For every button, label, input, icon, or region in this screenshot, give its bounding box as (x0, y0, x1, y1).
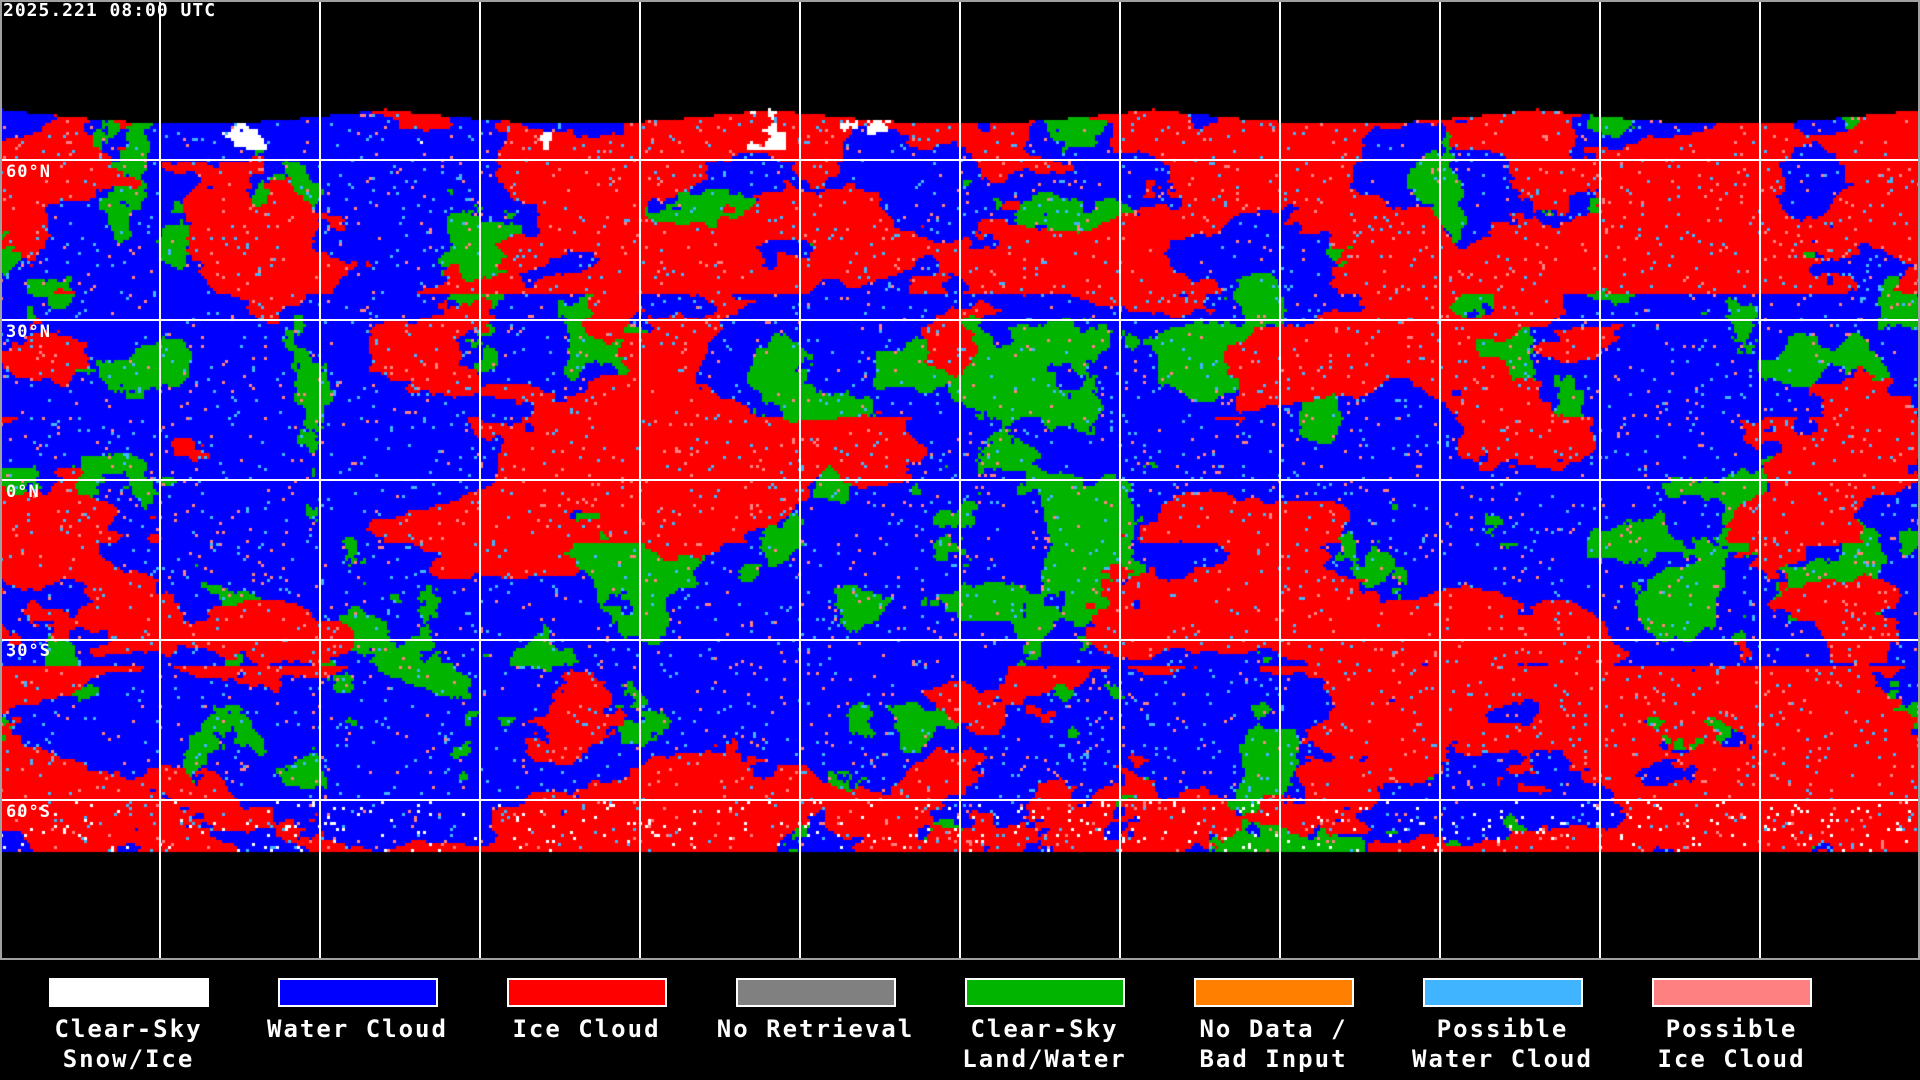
legend-label: Land/Water (962, 1045, 1127, 1073)
legend-swatch (277, 978, 438, 1007)
legend-label: Ice Cloud (512, 1015, 661, 1043)
legend-label: Possible (1665, 1015, 1798, 1043)
legend-label: Possible (1436, 1015, 1569, 1043)
legend-label: Bad Input (1199, 1045, 1348, 1073)
legend-item-ice-cloud: Ice Cloud (472, 978, 701, 1044)
legend-label: No Data / (1199, 1015, 1348, 1043)
map-frame-right (1918, 0, 1920, 960)
legend: Clear-Sky Snow/Ice Water Cloud Ice Cloud… (0, 960, 1920, 1080)
legend-item-possible-ice-cloud: Possible Ice Cloud (1617, 978, 1846, 1074)
legend-swatch (1651, 978, 1812, 1007)
latitude-gridline (0, 319, 1920, 321)
legend-swatch (1193, 978, 1354, 1007)
legend-swatch (506, 978, 667, 1007)
latitude-gridline (0, 159, 1920, 161)
lat-label-60n: 60°N (6, 162, 51, 182)
legend-item-no-retrieval: No Retrieval (701, 978, 930, 1044)
lat-label-30s: 30°S (6, 641, 51, 661)
legend-item-water-cloud: Water Cloud (243, 978, 472, 1044)
lat-label-60s: 60°S (6, 802, 51, 822)
legend-swatch (735, 978, 896, 1007)
legend-label: No Retrieval (716, 1015, 915, 1043)
legend-swatch (48, 978, 209, 1007)
legend-label: Snow/Ice (62, 1045, 195, 1073)
legend-item-possible-water-cloud: Possible Water Cloud (1388, 978, 1617, 1074)
lat-label-0n: 0°N (6, 482, 40, 502)
legend-swatch (1422, 978, 1583, 1007)
map-frame-left (0, 0, 2, 960)
latitude-gridline (0, 799, 1920, 801)
legend-item-clear-sky-land-water: Clear-Sky Land/Water (930, 978, 1159, 1074)
lat-label-30n: 30°N (6, 322, 51, 342)
legend-label: Clear-Sky (970, 1015, 1119, 1043)
legend-label: Water Cloud (267, 1015, 448, 1043)
legend-item-clear-sky-snow-ice: Clear-Sky Snow/Ice (14, 978, 243, 1074)
legend-swatch (964, 978, 1125, 1007)
latitude-gridline (0, 639, 1920, 641)
map-frame-top (0, 0, 1920, 2)
latitude-gridline (0, 479, 1920, 481)
legend-item-no-data-bad-input: No Data / Bad Input (1159, 978, 1388, 1074)
legend-label: Water Cloud (1412, 1045, 1593, 1073)
legend-label: Clear-Sky (54, 1015, 203, 1043)
cloud-phase-map: 2025.221 08:00 UTC 60°N 30°N 0°N 30°S 60… (0, 0, 1920, 960)
map-frame-bottom (0, 958, 1920, 960)
timestamp-label: 2025.221 08:00 UTC (3, 0, 217, 21)
legend-label: Ice Cloud (1657, 1045, 1806, 1073)
